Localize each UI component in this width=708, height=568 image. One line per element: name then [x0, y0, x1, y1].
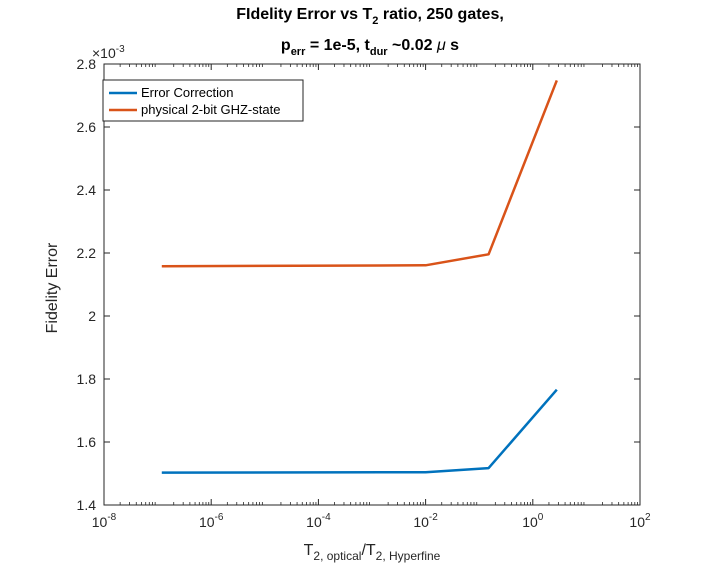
y-tick-label: 2.6: [77, 119, 97, 135]
x-axis-label: T2, optical/T2, Hyperfine: [304, 542, 441, 563]
y-tick-label: 2.8: [77, 56, 97, 72]
y-tick-label: 2.4: [77, 182, 97, 198]
chart-title-line-2: perr = 1e-5, tdur ~0.02 μ s: [281, 37, 459, 58]
x-tick-label: 10-8: [92, 512, 117, 530]
y-tick-label: 1.6: [77, 434, 97, 450]
series-line-error-correction: [161, 388, 558, 474]
legend-box: [102, 79, 304, 122]
y-tick-label: 2: [88, 308, 96, 324]
y-axis-multiplier: ×10-3: [92, 44, 125, 61]
y-axis-label: Fidelity Error: [44, 242, 61, 333]
y-tick-label: 1.8: [77, 371, 97, 387]
x-tick-label: 10-4: [306, 512, 331, 530]
y-tick-label: 2.2: [77, 245, 97, 261]
x-tick-label: 102: [629, 512, 651, 530]
chart-title-line-1: FIdelity Error vs T2 ratio, 250 gates,: [236, 6, 504, 27]
x-tick-label: 10-2: [413, 512, 438, 530]
x-tick-label: 10-6: [199, 512, 224, 530]
y-tick-labels: 1.4 1.6 1.8 2 2.2 2.4 2.6 2.8: [77, 56, 97, 513]
legend-label-error-correction: Error Correction: [141, 85, 233, 100]
series-lines: [161, 79, 558, 474]
axis-ticks: [103, 63, 641, 506]
plot-area: [103, 63, 641, 506]
x-tick-label: 100: [522, 512, 544, 530]
y-tick-label: 1.4: [77, 497, 97, 513]
series-line-physical-ghz: [161, 79, 558, 268]
legend: Error Correction physical 2-bit GHZ-stat…: [102, 79, 304, 122]
x-tick-labels: 10-8 10-6 10-4 10-2 100 102: [92, 512, 651, 530]
legend-label-physical-ghz: physical 2-bit GHZ-state: [141, 102, 280, 117]
